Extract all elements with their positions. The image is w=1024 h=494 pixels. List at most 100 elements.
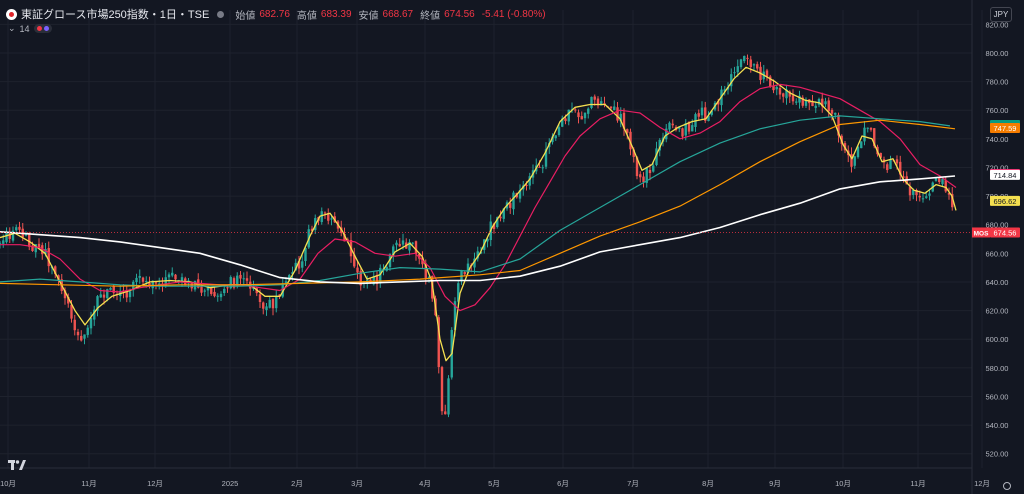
candle-body	[128, 291, 132, 298]
candle-body	[912, 190, 915, 195]
x-tick-label: 11月	[81, 479, 96, 488]
candle-body	[512, 192, 515, 210]
candle-body	[951, 193, 954, 208]
candle-body	[70, 304, 73, 319]
candle-body	[164, 277, 167, 286]
settings-icon[interactable]	[1003, 482, 1011, 490]
candle-body	[622, 112, 626, 129]
candle-body	[278, 294, 281, 296]
candle-body	[642, 176, 645, 183]
candle-body	[330, 218, 333, 220]
y-tick-label: 600.00	[986, 335, 1009, 344]
high-value: 683.39	[320, 8, 352, 20]
open-label: 始値	[235, 10, 256, 22]
candle-body	[645, 167, 648, 183]
candle-body	[817, 98, 821, 105]
candle-body	[772, 86, 775, 91]
candle-body	[258, 294, 262, 303]
candle-body	[678, 127, 681, 129]
y-tick-label: 740.00	[986, 135, 1009, 144]
candle-body	[944, 180, 947, 192]
candle-body	[180, 277, 184, 282]
line-ma25	[0, 83, 957, 312]
price-axis[interactable]: 520.00 540.00 560.00 580.00 600.00 620.00 640.…	[986, 20, 1009, 458]
candle-body	[102, 294, 106, 298]
candle-body	[395, 242, 398, 246]
candle-body	[213, 291, 216, 297]
candle-body	[518, 190, 522, 199]
candle-body	[0, 242, 2, 244]
candle-body	[827, 100, 830, 112]
candle-body	[239, 274, 242, 279]
candle-body	[587, 108, 590, 114]
time-axis[interactable]: 10月 11月 12月 2025 2月 3月 4月 5月 6月 7月 8月 9月 10月 11月 12月	[0, 479, 990, 488]
candle-body	[824, 101, 827, 105]
candle-body	[756, 64, 759, 69]
symbol-title[interactable]: 東証グロース市場250指数・1日・TSE	[21, 9, 210, 21]
candle-body	[171, 272, 174, 276]
candle-body	[167, 274, 171, 278]
candle-body	[476, 251, 479, 259]
candle-body	[291, 272, 294, 275]
close-label: 終値	[420, 10, 441, 22]
price-label-bg	[990, 195, 1020, 206]
chevron-down-icon[interactable]: ⌄	[8, 23, 16, 33]
candle-body	[554, 135, 557, 139]
indicators-toggle[interactable]: ⌄ 14	[8, 23, 52, 34]
candle-body	[437, 317, 440, 368]
change-value: -5.41 (-0.80%)	[481, 8, 546, 20]
candle-body	[811, 101, 814, 107]
tradingview-logo-icon[interactable]	[8, 459, 26, 471]
candle-body	[593, 96, 596, 100]
line-ma150	[0, 119, 956, 287]
candle-body	[626, 129, 629, 133]
candle-body	[704, 107, 707, 121]
indicator-count: 14	[19, 23, 30, 34]
candle-body	[746, 57, 749, 59]
candle-body	[730, 74, 733, 87]
candle-body	[551, 136, 554, 143]
candle-body	[96, 296, 99, 311]
candle-body	[707, 115, 710, 122]
market-status-icon	[217, 10, 225, 18]
candle-body	[895, 159, 899, 164]
candle-body	[47, 248, 50, 267]
y-tick-label: 680.00	[986, 221, 1009, 230]
candle-body	[652, 165, 655, 172]
candle-body	[804, 99, 808, 106]
candle-body	[226, 287, 229, 289]
candle-body	[928, 193, 931, 196]
x-tick-label: 12月	[147, 479, 163, 488]
x-tick-label: 7月	[627, 479, 639, 488]
candle-body	[798, 95, 801, 103]
candle-body	[346, 239, 349, 241]
candle-body	[671, 123, 674, 126]
price-label-text: 696.62	[994, 197, 1017, 206]
y-tick-label: 780.00	[986, 78, 1009, 87]
candle-body	[31, 245, 34, 252]
y-tick-label: 540.00	[986, 421, 1009, 430]
line-ma200	[0, 175, 956, 285]
candle-body	[145, 281, 148, 283]
moving-average-lines	[0, 66, 957, 362]
candle-body	[379, 267, 382, 284]
candle-body	[538, 166, 541, 168]
candle-body	[918, 195, 921, 198]
y-tick-label: 560.00	[986, 392, 1009, 401]
candle-body	[125, 290, 128, 298]
candle-body	[219, 293, 223, 298]
candle-body	[769, 76, 772, 87]
candle-body	[427, 276, 431, 279]
candle-body	[8, 233, 11, 239]
currency-button[interactable]: JPY	[990, 7, 1012, 22]
indicator-visibility-icon[interactable]	[33, 24, 52, 33]
x-tick-label: 9月	[769, 479, 781, 488]
candle-body	[223, 288, 226, 294]
candle-body	[830, 109, 834, 114]
candle-body	[76, 331, 80, 336]
x-tick-label: 11月	[910, 479, 925, 488]
candle-body	[723, 89, 726, 92]
candle-body	[528, 176, 531, 186]
candle-body	[294, 262, 297, 271]
